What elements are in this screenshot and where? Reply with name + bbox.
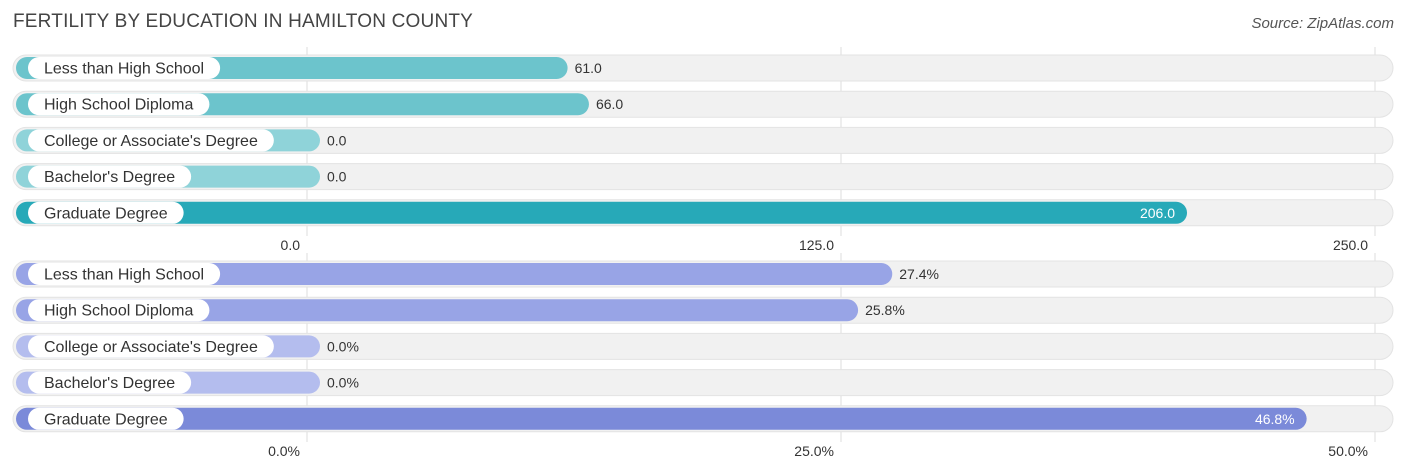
chart-panel-2: Less than High School 27.4% High School Di…: [12, 253, 1394, 459]
value-label: 46.8%: [1255, 411, 1295, 427]
bar-track: [12, 332, 1394, 360]
category-label-pill: [28, 165, 192, 188]
category-label: Graduate Degree: [44, 205, 168, 222]
category-label: Bachelor's Degree: [44, 169, 175, 186]
category-label-pill: [28, 299, 210, 322]
category-label: Less than High School: [44, 267, 204, 284]
category-label: College or Associate's Degree: [44, 339, 258, 356]
bar: [16, 407, 1307, 430]
category-label-pill: [28, 263, 221, 285]
value-label: 61.0: [575, 60, 602, 76]
category-label-pill: [28, 129, 274, 152]
category-label-pill: [28, 201, 184, 224]
chart-panel-1: Less than High School 61.0 High School Dip…: [12, 47, 1394, 253]
category-label: High School Diploma: [44, 303, 194, 320]
category-label-pill: [28, 93, 210, 116]
value-label: 25.8%: [865, 302, 905, 318]
value-label: 0.0: [327, 169, 347, 185]
tick-label: 50.0%: [1328, 443, 1368, 459]
bar-track: [12, 369, 1394, 397]
category-label-pill: [28, 371, 192, 394]
category-label-pill: [28, 57, 221, 79]
tick-label: 0.0%: [268, 443, 300, 459]
category-label: Bachelor's Degree: [44, 375, 175, 392]
category-label: Graduate Degree: [44, 411, 168, 428]
category-label: College or Associate's Degree: [44, 133, 258, 150]
bar: [16, 299, 859, 322]
value-label: 0.0: [327, 132, 347, 148]
bar: [16, 263, 893, 285]
chart-title: FERTILITY BY EDUCATION IN HAMILTON COUNT…: [13, 11, 474, 32]
value-label: 0.0%: [327, 338, 359, 354]
value-label: 0.0%: [327, 375, 359, 391]
category-label-pill: [28, 335, 274, 358]
category-label: High School Diploma: [44, 97, 194, 114]
tick-label: 250.0: [1333, 237, 1368, 253]
bar-track: [12, 126, 1394, 154]
category-label-pill: [28, 407, 184, 430]
tick-label: 0.0: [281, 237, 301, 253]
value-label: 66.0: [596, 96, 623, 112]
tick-label: 125.0: [799, 237, 834, 253]
value-label: 206.0: [1140, 205, 1175, 221]
bar: [16, 201, 1188, 224]
tick-label: 25.0%: [794, 443, 834, 459]
source-credit: Source: ZipAtlas.com: [1251, 15, 1394, 32]
category-label: Less than High School: [44, 61, 204, 78]
value-label: 27.4%: [899, 266, 939, 282]
bar-track: [12, 163, 1394, 191]
